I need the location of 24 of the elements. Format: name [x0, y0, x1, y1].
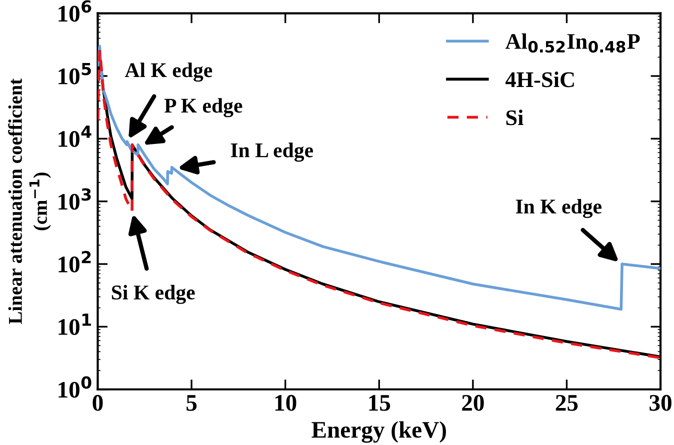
- y-tick-label: 10$^{3}$: [58, 188, 91, 210]
- annotation: In L edge: [230, 142, 314, 162]
- y-tick-label: 10$^{4}$: [58, 126, 92, 147]
- y-tick-label: 10$^{5}$: [58, 63, 91, 84]
- legend-label: Al$_{0.52}$In$_{0.48}$P: [505, 33, 640, 53]
- legend-label: Si: [506, 110, 524, 126]
- x-tick-label: 15: [369, 395, 390, 411]
- y-tick-label: 10$^{6}$: [58, 0, 92, 22]
- x-tick-label: 20: [462, 394, 484, 411]
- y-tick-label: 10$^{1}$: [58, 314, 91, 336]
- x-axis-title: Energy (keV): [312, 421, 446, 443]
- x-tick-label: 30: [650, 394, 672, 411]
- x-tick-label: 25: [556, 394, 578, 411]
- y-tick-label: 10$^{2}$: [58, 250, 91, 272]
- x-tick-label: 5: [186, 395, 197, 411]
- y-tick-label: 10$^{0}$: [58, 376, 92, 398]
- x-tick-label: 0: [92, 394, 103, 411]
- x-tick-label: 10: [275, 394, 296, 411]
- annotation: Si K edge: [112, 284, 195, 304]
- annotation: P K edge: [164, 98, 242, 118]
- y-axis-title: Linear attenuation coefficient (cm$^{−1}$): [8, 78, 51, 324]
- annotation: Al K edge: [124, 62, 212, 82]
- annotation: In K edge: [516, 198, 602, 218]
- legend-label: 4H-SiC: [505, 72, 574, 88]
